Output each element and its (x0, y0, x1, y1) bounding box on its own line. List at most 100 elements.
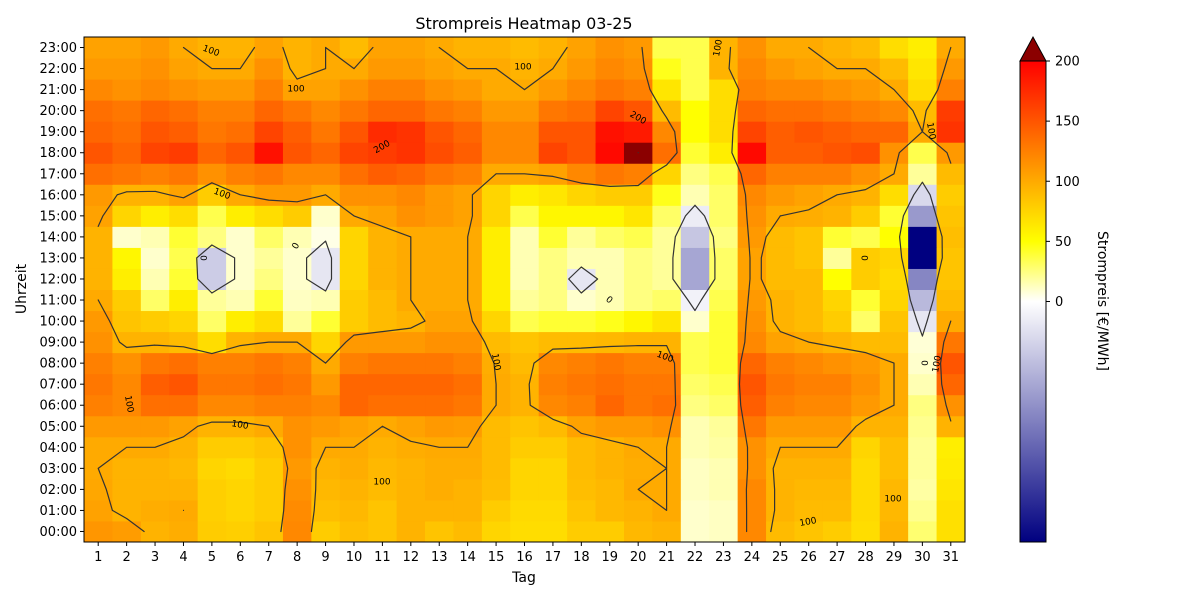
heatmap-cell (538, 247, 568, 269)
heatmap-cell (680, 184, 710, 206)
heatmap-cell (84, 331, 113, 354)
heatmap-cell (282, 415, 312, 438)
heatmap-cell (197, 520, 227, 543)
heatmap-cell (169, 163, 199, 185)
heatmap-cell (453, 499, 483, 522)
heatmap-cell (510, 100, 540, 122)
heatmap-cell (254, 373, 284, 396)
x-tick-label: 9 (321, 550, 329, 565)
heatmap-cell (169, 205, 199, 227)
heatmap-cell (339, 457, 369, 480)
heatmap-cell (794, 100, 824, 122)
heatmap-cell (311, 520, 341, 543)
heatmap-cell (652, 37, 682, 59)
heatmap-cell (169, 457, 199, 480)
heatmap-cell (510, 58, 540, 80)
heatmap-cell (140, 247, 170, 269)
heatmap-cell (822, 373, 852, 396)
heatmap-cell (822, 520, 852, 543)
heatmap-cell (254, 520, 284, 543)
heatmap-cell (595, 205, 625, 227)
heatmap-cell (396, 163, 426, 185)
heatmap-cell (84, 268, 113, 290)
heatmap-cell (396, 37, 426, 59)
heatmap-cell (538, 37, 568, 59)
heatmap-cell (510, 373, 540, 396)
heatmap-cell (652, 520, 682, 543)
heatmap-cell (197, 373, 227, 396)
contour-label: 100 (287, 85, 304, 95)
heatmap-cell (169, 268, 199, 290)
heatmap-cell (510, 352, 540, 375)
heatmap-cell (481, 310, 511, 333)
heatmap-cell (822, 268, 852, 290)
contour-label: 100 (924, 122, 937, 141)
heatmap-cell (709, 142, 739, 164)
heatmap-cell (567, 100, 597, 122)
heatmap-cell (368, 457, 398, 480)
x-tick-label: 25 (772, 550, 789, 565)
heatmap-cell (595, 142, 625, 164)
heatmap-cell (538, 79, 568, 101)
heatmap-cell (680, 436, 710, 459)
y-tick-label: 11:00 (40, 294, 77, 309)
heatmap-cell (282, 58, 312, 80)
heatmap-cell (538, 100, 568, 122)
heatmap-cell (908, 58, 938, 80)
heatmap-cell (567, 457, 597, 480)
heatmap-cell (623, 520, 653, 543)
heatmap-cell (481, 478, 511, 501)
x-tick-label: 15 (488, 550, 505, 565)
x-axis-label: Tag (511, 570, 536, 586)
heatmap-cell (140, 478, 170, 501)
heatmap-cell (709, 121, 739, 143)
heatmap-cell (936, 121, 966, 143)
heatmap-cell (595, 121, 625, 143)
heatmap-cell (282, 142, 312, 164)
heatmap-cell (822, 478, 852, 501)
heatmap-cell (425, 100, 454, 122)
heatmap-cell (368, 79, 398, 101)
heatmap-cell (822, 226, 852, 248)
heatmap-cell (794, 289, 824, 312)
heatmap-cell (368, 394, 398, 417)
heatmap-cell (851, 163, 881, 185)
heatmap-cell (794, 373, 824, 396)
y-axis-label: Uhrzeit (14, 263, 30, 314)
heatmap-cell (851, 499, 881, 522)
heatmap-cell (766, 352, 795, 375)
heatmap-cell (140, 58, 170, 80)
heatmap-cell (822, 394, 852, 417)
heatmap-cell (794, 394, 824, 417)
heatmap-cell (766, 121, 795, 143)
heatmap-cell (112, 121, 142, 143)
heatmap-cell (254, 226, 284, 248)
y-tick-label: 13:00 (40, 251, 77, 266)
heatmap-cell (822, 247, 852, 269)
heatmap-cell (766, 37, 795, 59)
heatmap-cell (652, 310, 682, 333)
heatmap-cell (652, 142, 682, 164)
heatmap-cell (84, 310, 113, 333)
heatmap-cell (282, 310, 312, 333)
heatmap-cell (595, 79, 625, 101)
heatmap-cell (851, 205, 881, 227)
heatmap-cell (425, 373, 454, 396)
heatmap-cell (197, 205, 227, 227)
heatmap-cell (709, 268, 739, 290)
heatmap-cell (84, 163, 113, 185)
heatmap-cell (197, 499, 227, 522)
heatmap-cell (908, 268, 938, 290)
heatmap-cell (567, 478, 597, 501)
heatmap-cell (282, 184, 312, 206)
heatmap-cell (396, 415, 426, 438)
heatmap-cell (112, 478, 142, 501)
heatmap-cell (652, 205, 682, 227)
heatmap-cell (254, 436, 284, 459)
x-tick-label: 27 (829, 550, 846, 565)
heatmap-cell (169, 436, 199, 459)
heatmap-cell (652, 394, 682, 417)
heatmap-cell (282, 247, 312, 269)
heatmap-cell (595, 247, 625, 269)
heatmap-cell (510, 499, 540, 522)
